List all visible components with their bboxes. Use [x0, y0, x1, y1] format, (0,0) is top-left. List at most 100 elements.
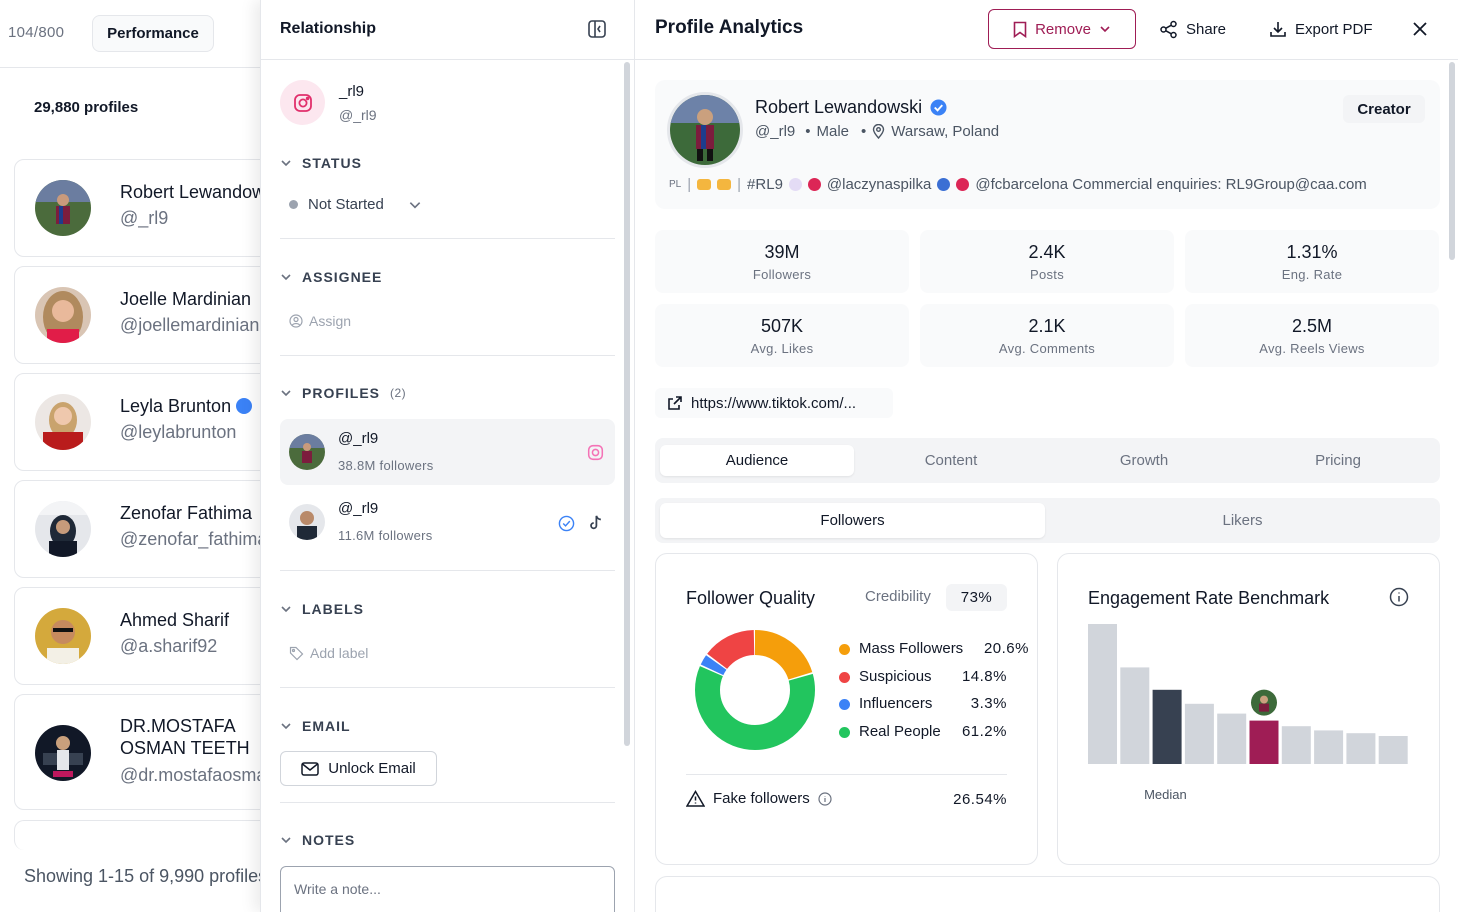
close-icon[interactable]	[1410, 19, 1430, 39]
profile-row[interactable]: @_rl9 11.6M followers	[280, 489, 615, 555]
section-title: ASSIGNEE	[302, 269, 383, 285]
fist-emoji-icon	[697, 179, 712, 190]
pagination-text: Showing 1-15 of 9,990 profiles	[24, 866, 262, 886]
engagement-benchmark-card: Engagement Rate Benchmark Median	[1057, 553, 1440, 865]
legend-swatch	[839, 699, 850, 710]
profile-row[interactable]: @_rl9 38.8M followers	[280, 419, 615, 485]
stat-label: Avg. Likes	[750, 341, 814, 356]
bar-profile	[1249, 720, 1279, 764]
labels-section-toggle[interactable]: LABELS	[280, 601, 364, 617]
stat-value: 1.31%	[1286, 242, 1338, 262]
tab-likers[interactable]: Likers	[1222, 512, 1263, 529]
tab-audience[interactable]: Audience	[660, 445, 854, 476]
tab-pricing[interactable]: Pricing	[1315, 452, 1361, 469]
legend-value: 20.6%	[983, 640, 1029, 657]
divider	[280, 687, 615, 688]
tab-growth[interactable]: Growth	[1119, 452, 1169, 469]
assignee-section-toggle[interactable]: ASSIGNEE	[280, 269, 382, 285]
stat-followers: 39M Followers	[655, 230, 909, 293]
avatar	[289, 504, 325, 540]
credibility-label: Credibility	[865, 588, 931, 605]
remove-button[interactable]: Remove	[988, 9, 1136, 49]
export-pdf-button[interactable]: Export PDF	[1269, 9, 1373, 49]
tab-followers[interactable]: Followers	[660, 503, 1045, 538]
legend-swatch	[839, 644, 850, 655]
divider	[280, 802, 615, 803]
ball-emoji-icon	[788, 178, 802, 191]
add-label-button[interactable]: Add label	[289, 645, 368, 661]
bar	[1120, 667, 1150, 764]
avatar	[35, 180, 91, 236]
red-circle-emoji-icon	[956, 178, 970, 191]
relationship-title: Relationship	[280, 20, 377, 37]
scrollbar[interactable]	[1449, 62, 1455, 260]
list-item[interactable]: Robert Lewandowski @_rl9	[14, 159, 262, 257]
profile-name: Robert Lewandowski	[755, 97, 947, 118]
scrollbar[interactable]	[624, 62, 630, 746]
notes-section-toggle[interactable]: NOTES	[280, 832, 355, 848]
sidebar-toggle-icon[interactable]	[587, 19, 607, 39]
profile-analytics-panel: Profile Analytics Remove Share Export PD…	[635, 0, 1458, 912]
status-value: Not Started	[308, 196, 384, 213]
stat-value: 507K	[760, 316, 804, 336]
list-item[interactable]: Ahmed Sharif @a.sharif92	[14, 587, 262, 685]
legend-swatch	[839, 672, 850, 683]
info-icon[interactable]	[1389, 587, 1409, 607]
list-item[interactable]	[14, 820, 262, 850]
user-icon	[289, 314, 303, 328]
divider	[280, 355, 615, 356]
assign-label: Assign	[309, 313, 352, 329]
export-label: Export PDF	[1295, 20, 1373, 38]
profile-handle: @_rl9	[120, 208, 169, 228]
status-section-toggle[interactable]: STATUS	[280, 155, 362, 171]
poland-flag-icon: PL	[669, 179, 682, 190]
list-item[interactable]: DR.MOSTAFA OSMAN TEETH @dr.mostafaosman	[14, 694, 262, 810]
note-input[interactable]: Write a note...	[280, 866, 615, 912]
share-button[interactable]: Share	[1159, 9, 1226, 49]
share-label: Share	[1186, 20, 1227, 38]
relationship-handle: @_rl9	[339, 107, 377, 123]
performance-button[interactable]: Performance	[92, 15, 214, 52]
external-link-icon	[668, 396, 682, 410]
fake-followers-value: 26.54%	[953, 791, 1007, 808]
stat-value: 2.5M	[1291, 316, 1333, 336]
unlock-email-button[interactable]: Unlock Email	[280, 751, 437, 786]
legend-label: Mass Followers	[859, 640, 964, 657]
card-title: Follower Quality	[686, 588, 816, 608]
chevron-down-icon	[409, 201, 421, 208]
relationship-header: Relationship	[261, 0, 634, 60]
chevron-down-icon	[281, 837, 291, 844]
list-item[interactable]: Leyla Brunton @leylabrunton	[14, 373, 262, 471]
download-icon	[1270, 22, 1286, 37]
divider	[280, 570, 615, 571]
relationship-name: _rl9	[339, 83, 365, 100]
avatar	[667, 92, 743, 168]
tab-content[interactable]: Content	[924, 452, 978, 469]
mail-icon	[301, 761, 319, 776]
fake-followers-text: Fake followers	[713, 790, 810, 807]
fake-followers-label: Fake followers	[686, 790, 832, 807]
relationship-panel: Relationship _rl9 @_rl9 STATUS Not Start…	[260, 0, 635, 912]
list-item[interactable]: Joelle Mardinian @joellemardinian	[14, 266, 262, 364]
stat-label: Followers	[752, 267, 812, 282]
list-item[interactable]: Zenofar Fathima @zenofar_fathima	[14, 480, 262, 578]
verified-badge-icon	[930, 99, 947, 116]
profiles-section-toggle[interactable]: PROFILES (2)	[280, 385, 406, 401]
info-icon[interactable]	[818, 791, 832, 806]
profile-handle: @dr.mostafaosman	[120, 765, 262, 785]
profile-link[interactable]: https://www.tiktok.com/...	[655, 388, 893, 418]
profile-handle: @a.sharif92	[120, 636, 218, 656]
bar	[1217, 713, 1247, 764]
bio-mention[interactable]: @laczynaspilka	[826, 176, 932, 193]
profile-location: Warsaw, Poland	[891, 123, 1000, 140]
follower-quality-donut	[695, 630, 815, 750]
email-section-toggle[interactable]: EMAIL	[280, 718, 351, 734]
bar	[1346, 733, 1376, 764]
assign-button[interactable]: Assign	[289, 313, 351, 329]
warning-icon	[686, 790, 705, 807]
instagram-icon	[280, 80, 325, 125]
section-title: NOTES	[302, 832, 356, 848]
stat-posts: 2.4K Posts	[920, 230, 1174, 293]
profile-handle: @_rl9	[755, 123, 796, 140]
status-dropdown[interactable]: Not Started	[289, 196, 422, 213]
